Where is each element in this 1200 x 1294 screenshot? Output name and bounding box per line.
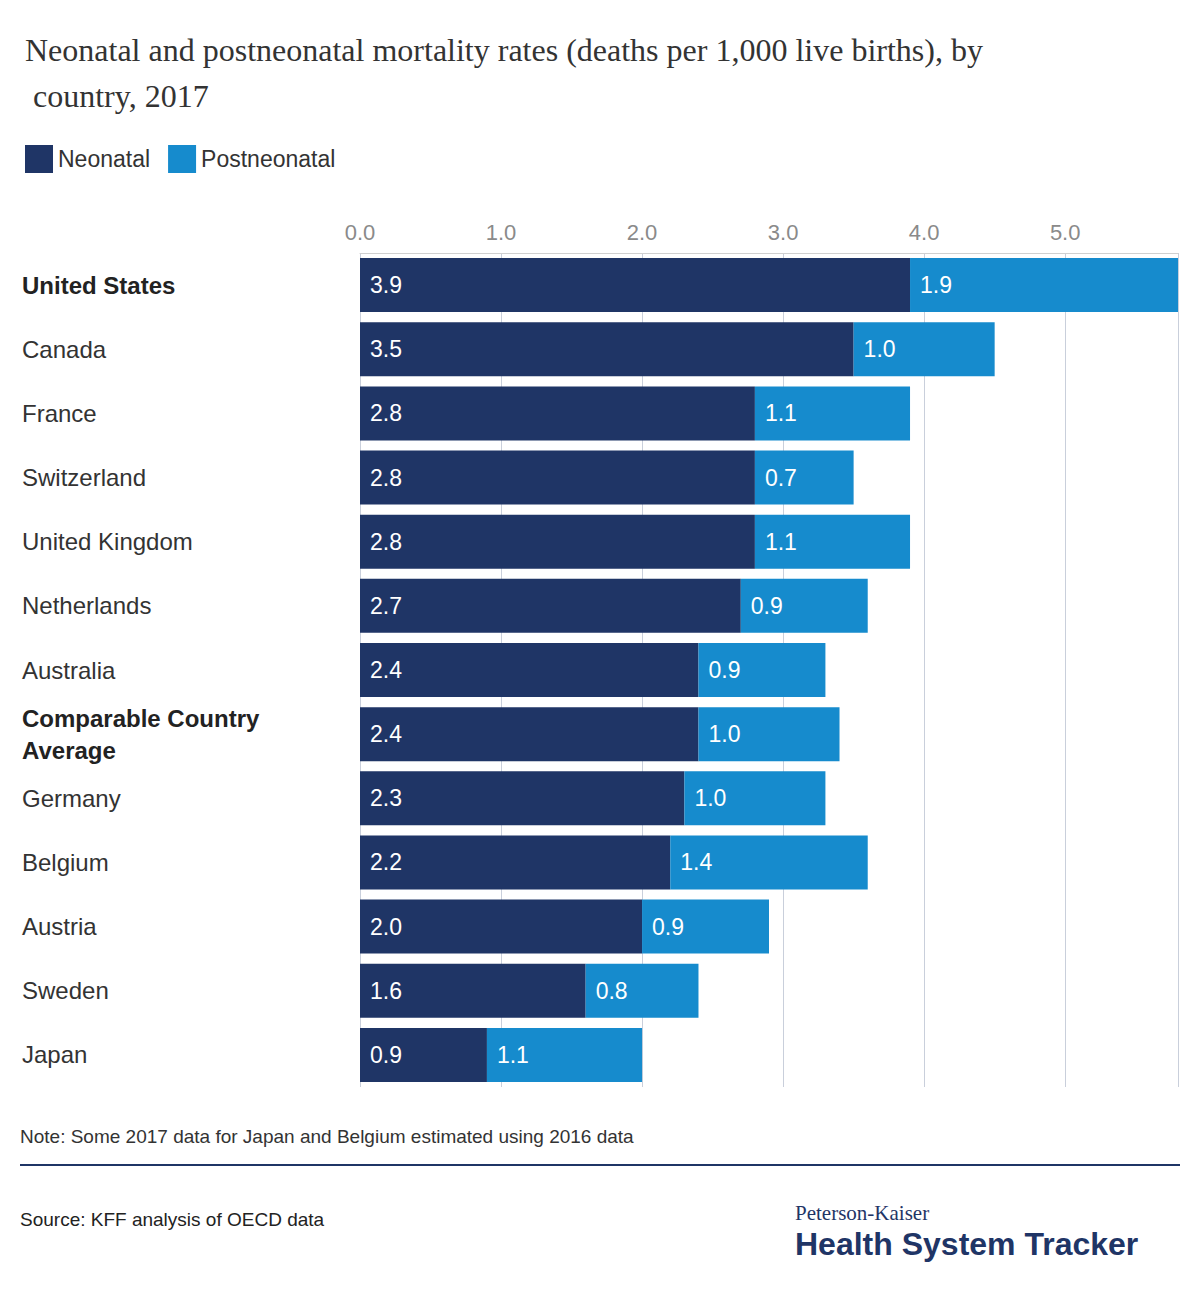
svg-text:0.0: 0.0	[345, 220, 376, 245]
svg-text:2.7: 2.7	[370, 593, 402, 619]
svg-text:United Kingdom: United Kingdom	[22, 528, 193, 555]
svg-text:1.4: 1.4	[680, 849, 712, 875]
svg-text:Note: Some 2017 data for Japan: Note: Some 2017 data for Japan and Belgi…	[20, 1126, 634, 1147]
svg-text:Australia: Australia	[22, 657, 116, 684]
svg-text:3.5: 3.5	[370, 336, 402, 362]
svg-text:Postneonatal: Postneonatal	[201, 146, 335, 172]
svg-text:France: France	[22, 400, 97, 427]
svg-text:1.0: 1.0	[864, 336, 896, 362]
svg-text:2.4: 2.4	[370, 657, 402, 683]
svg-text:1.6: 1.6	[370, 978, 402, 1004]
svg-text:1.1: 1.1	[765, 400, 797, 426]
svg-text:2.0: 2.0	[627, 220, 658, 245]
svg-text:4.0: 4.0	[909, 220, 940, 245]
svg-text:1.9: 1.9	[920, 272, 952, 298]
svg-text:0.8: 0.8	[596, 978, 628, 1004]
svg-text:2.3: 2.3	[370, 785, 402, 811]
svg-text:Neonatal and postneonatal mort: Neonatal and postneonatal mortality rate…	[25, 32, 983, 68]
svg-text:Peterson-Kaiser: Peterson-Kaiser	[795, 1201, 929, 1225]
svg-text:Canada: Canada	[22, 336, 107, 363]
svg-text:country, 2017: country, 2017	[25, 78, 209, 114]
svg-text:Comparable Country: Comparable Country	[22, 705, 266, 732]
svg-text:2.2: 2.2	[370, 849, 402, 875]
svg-text:Germany: Germany	[22, 785, 121, 812]
svg-text:1.1: 1.1	[497, 1042, 529, 1068]
svg-text:0.9: 0.9	[370, 1042, 402, 1068]
svg-text:Average: Average	[22, 737, 116, 764]
svg-text:0.9: 0.9	[708, 657, 740, 683]
svg-text:0.7: 0.7	[765, 465, 797, 491]
svg-text:Japan: Japan	[22, 1041, 87, 1068]
svg-text:Neonatal: Neonatal	[58, 146, 150, 172]
svg-text:5.0: 5.0	[1050, 220, 1081, 245]
svg-text:2.0: 2.0	[370, 914, 402, 940]
svg-text:Switzerland: Switzerland	[22, 464, 146, 491]
svg-text:2.8: 2.8	[370, 529, 402, 555]
svg-text:1.0: 1.0	[708, 721, 740, 747]
svg-text:1.1: 1.1	[765, 529, 797, 555]
svg-text:2.4: 2.4	[370, 721, 402, 747]
svg-text:Source: KFF analysis of OECD d: Source: KFF analysis of OECD data	[20, 1209, 325, 1230]
svg-text:Austria: Austria	[22, 913, 97, 940]
svg-text:2.8: 2.8	[370, 465, 402, 491]
svg-text:Netherlands: Netherlands	[22, 592, 151, 619]
svg-text:Sweden: Sweden	[22, 977, 109, 1004]
svg-text:2.8: 2.8	[370, 400, 402, 426]
svg-text:0.9: 0.9	[751, 593, 783, 619]
svg-text:3.9: 3.9	[370, 272, 402, 298]
svg-text:1.0: 1.0	[486, 220, 517, 245]
svg-text:United States: United States	[22, 272, 175, 299]
svg-text:0.9: 0.9	[652, 914, 684, 940]
svg-text:Belgium: Belgium	[22, 849, 109, 876]
svg-text:1.0: 1.0	[694, 785, 726, 811]
svg-text:Health System Tracker: Health System Tracker	[795, 1226, 1138, 1262]
svg-text:3.0: 3.0	[768, 220, 799, 245]
